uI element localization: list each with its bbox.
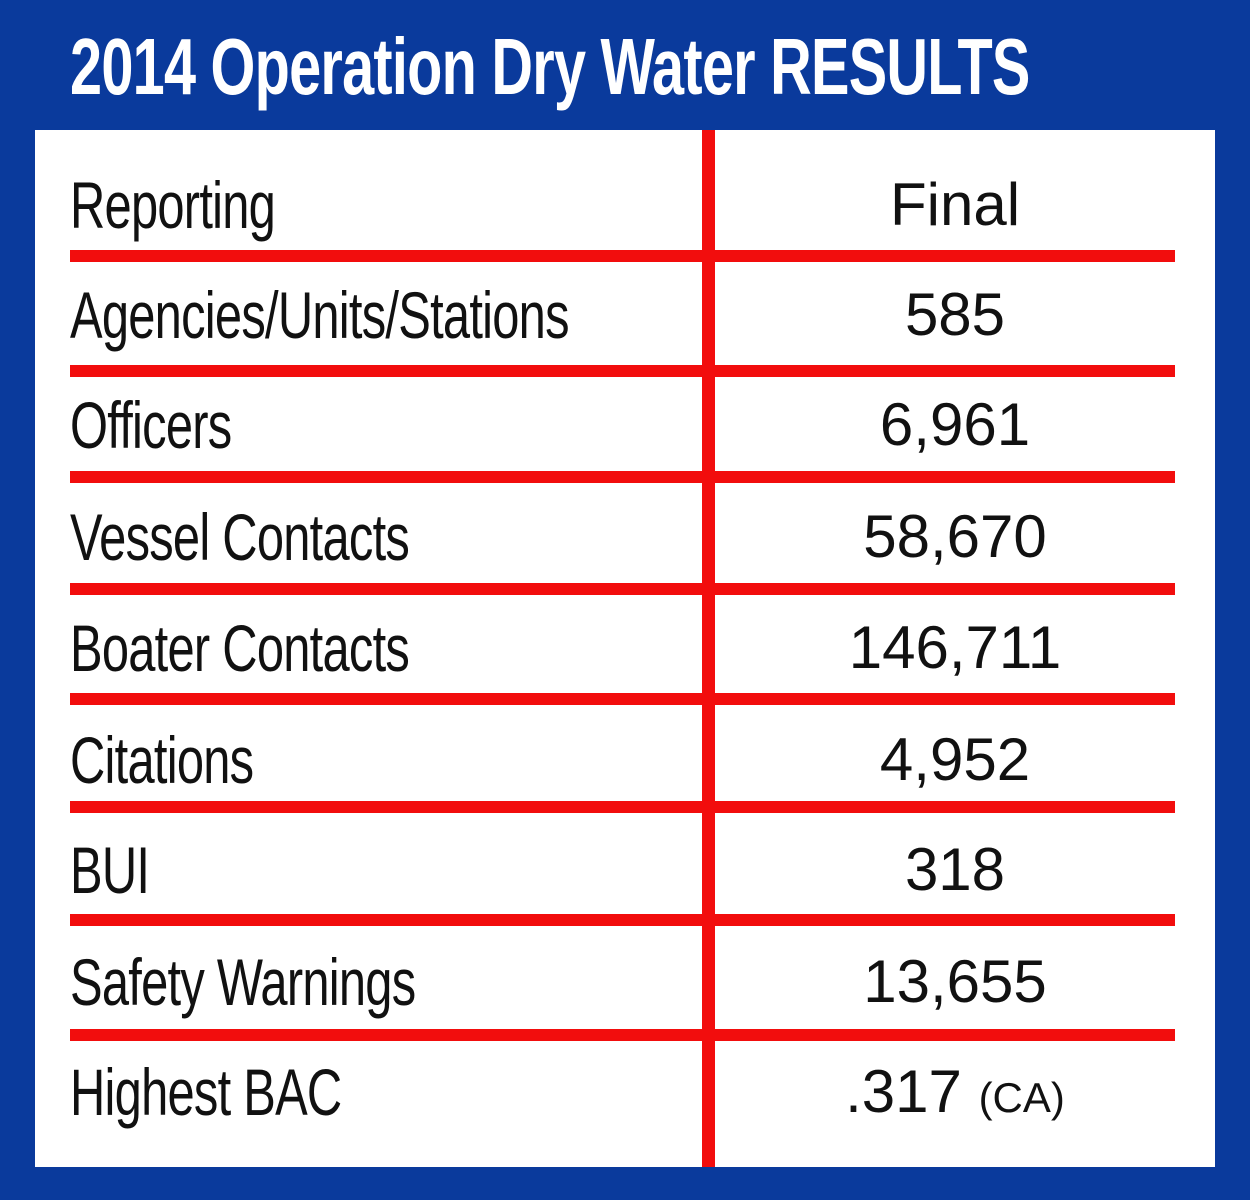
value-text: 58,670 — [863, 503, 1047, 570]
value-text: .317 — [845, 1058, 962, 1125]
page-title: 2014 Operation Dry Water RESULTS — [70, 22, 1030, 111]
row-label: Agencies/Units/Stations — [70, 278, 570, 352]
value-text: 585 — [904, 281, 1006, 348]
row-value: 585 — [715, 280, 1195, 350]
row-value: 146,711 — [715, 613, 1195, 683]
value-text: 13,655 — [863, 948, 1047, 1015]
row-divider — [70, 914, 1175, 926]
row-label: Safety Warnings — [70, 945, 416, 1019]
row-value: 4,952 — [715, 725, 1195, 795]
row-value: 58,670 — [715, 502, 1195, 572]
row-label: Citations — [70, 723, 254, 797]
value-text: 6,961 — [879, 391, 1031, 458]
value-text: 146,711 — [848, 614, 1062, 681]
row-divider — [70, 1029, 1175, 1041]
row-label: Officers — [70, 388, 232, 462]
row-divider — [70, 693, 1175, 705]
row-value: .317 (CA) — [715, 1057, 1195, 1133]
row-divider — [70, 365, 1175, 377]
row-label: BUI — [70, 833, 150, 907]
header-reporting: Reporting — [70, 168, 276, 242]
row-value: 13,655 — [715, 947, 1195, 1017]
row-label: Vessel Contacts — [70, 500, 410, 574]
header-final: Final — [889, 171, 1021, 238]
row-value: 6,961 — [715, 390, 1195, 460]
row-label: Highest BAC — [70, 1055, 342, 1129]
column-divider — [702, 130, 715, 1167]
row-divider — [70, 471, 1175, 483]
row-value: 318 — [715, 835, 1195, 905]
value-text: 318 — [904, 836, 1006, 903]
row-divider — [70, 583, 1175, 595]
row-label: Boater Contacts — [70, 611, 410, 685]
value-note: (CA) — [978, 1074, 1065, 1121]
row-divider — [70, 250, 1175, 262]
row-divider — [70, 801, 1175, 813]
results-table: Reporting Final Agencies/Units/Stations 585… — [35, 130, 1215, 1167]
value-text: 4,952 — [879, 726, 1031, 793]
